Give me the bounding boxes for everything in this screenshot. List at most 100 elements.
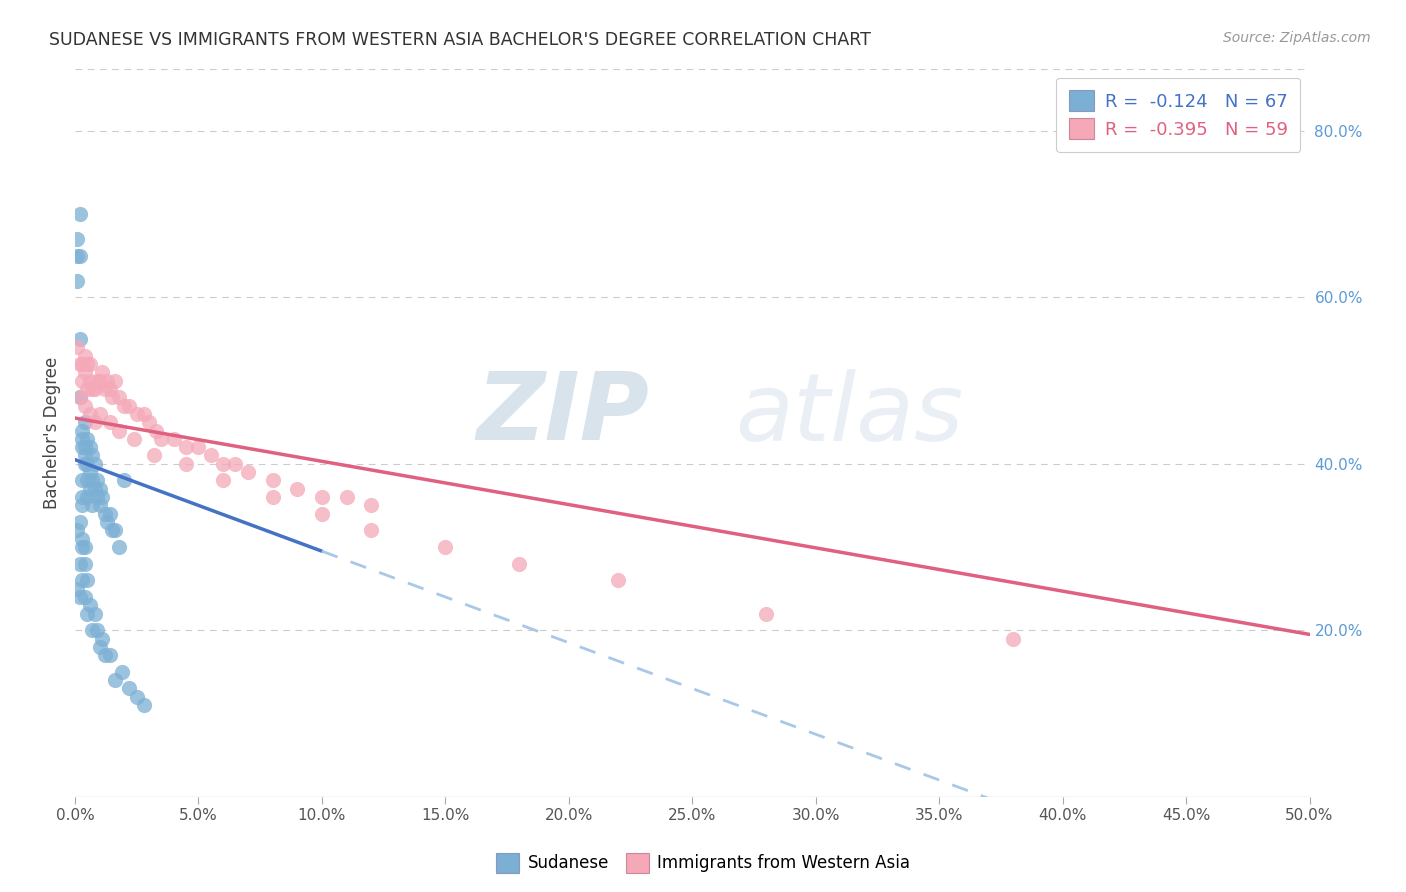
Point xyxy=(69,515,91,529)
Point xyxy=(66,232,89,246)
Point xyxy=(83,382,105,396)
Point xyxy=(72,574,94,588)
Point xyxy=(96,374,118,388)
Point xyxy=(79,482,101,496)
Point xyxy=(79,465,101,479)
Point xyxy=(66,249,89,263)
Point xyxy=(112,399,135,413)
Point xyxy=(82,474,104,488)
Point xyxy=(91,365,114,379)
Point xyxy=(76,474,98,488)
Point xyxy=(73,449,96,463)
Point xyxy=(66,524,89,538)
Point xyxy=(262,490,284,504)
Point xyxy=(79,357,101,371)
Point xyxy=(112,474,135,488)
Point xyxy=(73,457,96,471)
Point xyxy=(108,424,131,438)
Point xyxy=(98,507,121,521)
Point xyxy=(73,440,96,454)
Point xyxy=(98,648,121,663)
Point xyxy=(83,607,105,621)
Point xyxy=(93,507,115,521)
Point xyxy=(187,440,209,454)
Point xyxy=(89,407,111,421)
Point xyxy=(72,357,94,371)
Point xyxy=(66,340,89,354)
Point xyxy=(163,432,186,446)
Point xyxy=(73,590,96,604)
Point xyxy=(93,648,115,663)
Point xyxy=(98,382,121,396)
Point xyxy=(89,499,111,513)
Point xyxy=(103,673,125,688)
Point xyxy=(89,374,111,388)
Text: Source: ZipAtlas.com: Source: ZipAtlas.com xyxy=(1223,31,1371,45)
Point xyxy=(174,457,197,471)
Point xyxy=(76,357,98,371)
Point xyxy=(82,499,104,513)
Point xyxy=(212,474,235,488)
Point xyxy=(69,249,91,263)
Point xyxy=(98,415,121,429)
Legend: Sudanese, Immigrants from Western Asia: Sudanese, Immigrants from Western Asia xyxy=(489,847,917,880)
Point xyxy=(69,390,91,404)
Point xyxy=(200,449,222,463)
Text: atlas: atlas xyxy=(735,369,963,460)
Point xyxy=(72,490,94,504)
Point xyxy=(73,349,96,363)
Point xyxy=(79,440,101,454)
Point xyxy=(82,449,104,463)
Point xyxy=(103,524,125,538)
Point xyxy=(134,698,156,713)
Point xyxy=(111,665,134,679)
Point xyxy=(174,440,197,454)
Point xyxy=(76,432,98,446)
Point xyxy=(108,390,131,404)
Point xyxy=(69,207,91,221)
Point xyxy=(72,532,94,546)
Point xyxy=(91,632,114,646)
Point xyxy=(101,524,124,538)
Legend: R =  -0.124   N = 67, R =  -0.395   N = 59: R = -0.124 N = 67, R = -0.395 N = 59 xyxy=(1056,78,1301,152)
Point xyxy=(108,540,131,554)
Point xyxy=(76,574,98,588)
Point xyxy=(69,557,91,571)
Point xyxy=(72,474,94,488)
Point xyxy=(73,557,96,571)
Point xyxy=(76,382,98,396)
Point xyxy=(138,415,160,429)
Text: SUDANESE VS IMMIGRANTS FROM WESTERN ASIA BACHELOR'S DEGREE CORRELATION CHART: SUDANESE VS IMMIGRANTS FROM WESTERN ASIA… xyxy=(49,31,872,49)
Point xyxy=(118,681,141,696)
Point xyxy=(83,482,105,496)
Point xyxy=(72,540,94,554)
Point xyxy=(103,374,125,388)
Point xyxy=(73,540,96,554)
Point xyxy=(89,640,111,654)
Y-axis label: Bachelor's Degree: Bachelor's Degree xyxy=(44,357,60,508)
Point xyxy=(76,607,98,621)
Text: ZIP: ZIP xyxy=(477,368,650,460)
Point xyxy=(262,474,284,488)
Point xyxy=(69,390,91,404)
Point xyxy=(69,332,91,346)
Point xyxy=(69,357,91,371)
Point xyxy=(508,557,530,571)
Point xyxy=(118,399,141,413)
Point xyxy=(93,382,115,396)
Point xyxy=(755,607,778,621)
Point xyxy=(86,374,108,388)
Point xyxy=(86,474,108,488)
Point xyxy=(212,457,235,471)
Point xyxy=(73,365,96,379)
Point xyxy=(145,424,167,438)
Point xyxy=(96,515,118,529)
Point xyxy=(311,507,333,521)
Point xyxy=(66,582,89,596)
Point xyxy=(143,449,166,463)
Point xyxy=(285,482,308,496)
Point xyxy=(336,490,359,504)
Point xyxy=(72,432,94,446)
Point xyxy=(76,490,98,504)
Point xyxy=(66,274,89,288)
